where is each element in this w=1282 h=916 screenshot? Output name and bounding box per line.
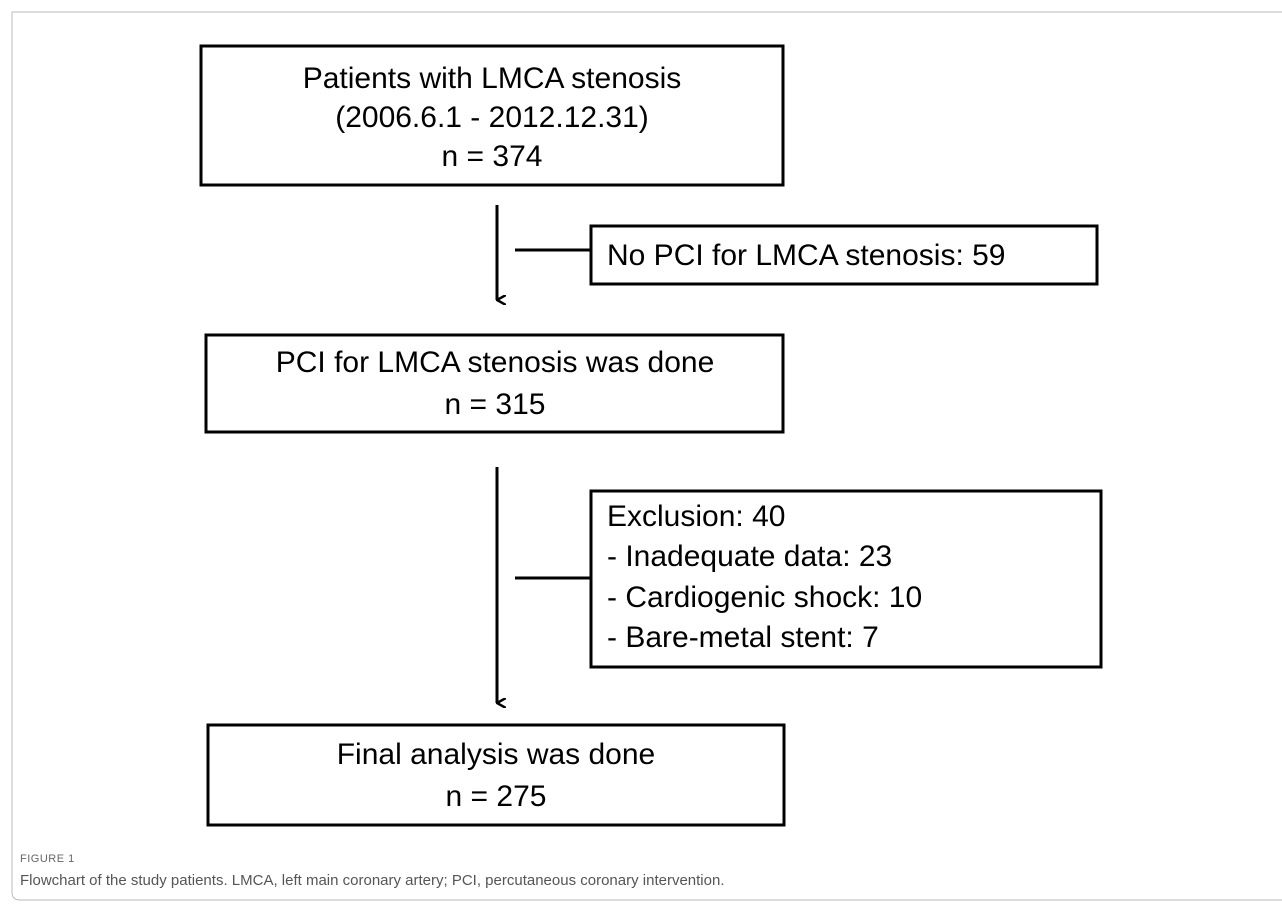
box [199, 44, 785, 187]
node-text: - Inadequate data: 23 [607, 540, 892, 573]
node-text: n = 315 [445, 388, 546, 421]
node-text: Patients with LMCA stenosis [303, 62, 682, 95]
node-text: n = 374 [442, 140, 543, 173]
box [204, 333, 785, 434]
node-text: - Bare-metal stent: 7 [607, 621, 879, 654]
box [589, 224, 1099, 286]
caption-label: FIGURE 1 [20, 853, 75, 865]
figure-frame [11, 11, 1282, 901]
node-text: n = 275 [446, 780, 547, 813]
node-text: Exclusion: 40 [607, 500, 785, 533]
box [206, 723, 786, 827]
node-text: (2006.6.1 - 2012.12.31) [335, 101, 649, 134]
box [589, 489, 1103, 669]
caption: Flowchart of the study patients. LMCA, l… [20, 872, 725, 889]
node-text: No PCI for LMCA stenosis: 59 [607, 239, 1006, 272]
node-text: Final analysis was done [337, 738, 656, 771]
node-text: PCI for LMCA stenosis was done [276, 346, 715, 379]
node-text: - Cardiogenic shock: 10 [607, 581, 922, 614]
